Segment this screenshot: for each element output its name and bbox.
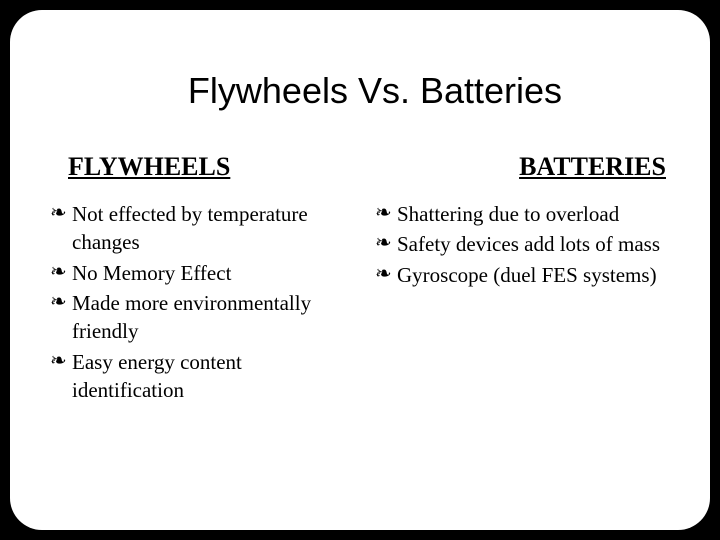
list-item: Safety devices add lots of mass	[375, 230, 670, 258]
slide-title: Flywheels Vs. Batteries	[80, 70, 670, 112]
columns-container: FLYWHEELS Not effected by temperature ch…	[50, 152, 670, 406]
list-item: Made more environmentally friendly	[50, 289, 345, 346]
list-item: Shattering due to overload	[375, 200, 670, 228]
list-item: Easy energy content identification	[50, 348, 345, 405]
list-item: Not effected by temperature changes	[50, 200, 345, 257]
right-bullet-list: Shattering due to overload Safety device…	[375, 200, 670, 289]
left-column: FLYWHEELS Not effected by temperature ch…	[50, 152, 345, 406]
slide-frame: Flywheels Vs. Batteries FLYWHEELS Not ef…	[10, 10, 710, 530]
left-bullet-list: Not effected by temperature changes No M…	[50, 200, 345, 404]
right-column-heading: BATTERIES	[375, 152, 670, 182]
list-item: Gyroscope (duel FES systems)	[375, 261, 670, 289]
list-item: No Memory Effect	[50, 259, 345, 287]
left-column-heading: FLYWHEELS	[50, 152, 345, 182]
right-column: BATTERIES Shattering due to overload Saf…	[375, 152, 670, 406]
